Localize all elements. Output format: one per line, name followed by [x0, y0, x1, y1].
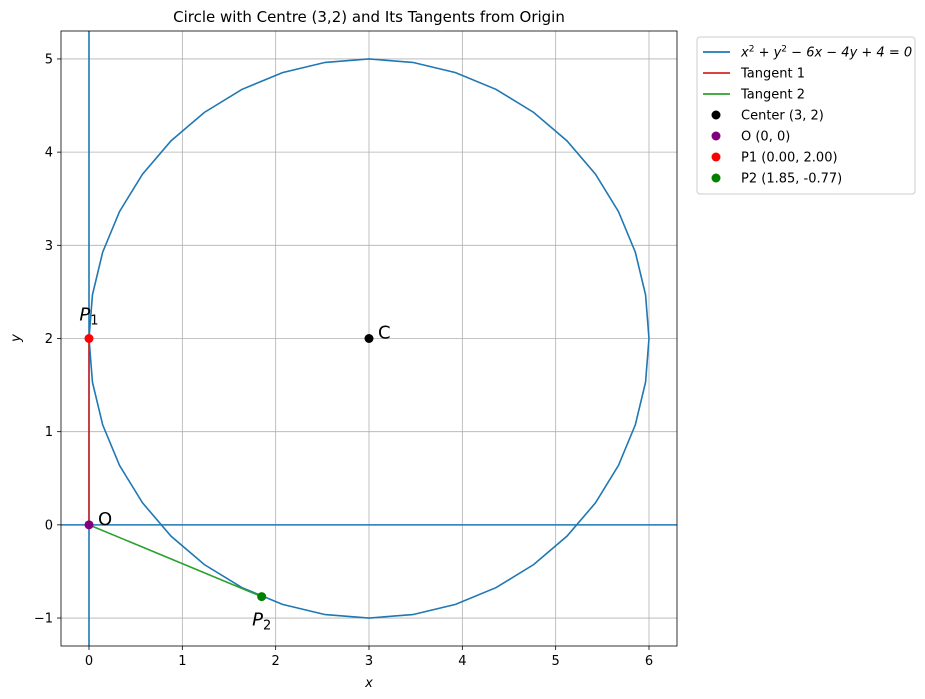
- legend-entry-label: Tangent 2: [740, 88, 805, 103]
- y-tick-label: 1: [45, 425, 53, 440]
- legend-entry-label: P2 (1.85, -0.77): [741, 172, 842, 187]
- x-axis-label: x: [364, 676, 373, 691]
- point-marker-4: [257, 592, 267, 602]
- y-axis-label: y: [9, 334, 24, 343]
- legend-entry-label: Tangent 1: [740, 67, 805, 82]
- annotation-3: P1: [79, 305, 98, 329]
- legend-swatch-marker: [711, 152, 721, 162]
- annotation-1: C: [378, 323, 391, 344]
- plot-area: 0 1 2 3 4 5 6 −1 0 1 2 3 4 5 C O P1 P2: [34, 30, 678, 669]
- legend-entry-label: x2 + y2 − 6x − 4y + 4 = 0: [740, 45, 912, 61]
- x-tick-label: 1: [178, 654, 186, 669]
- point-marker-3: [84, 334, 94, 343]
- y-tick-label: 0: [45, 518, 53, 533]
- annotation-4: P2: [252, 610, 271, 634]
- legend-entry-label: O (0, 0): [741, 130, 790, 145]
- legend-swatch-marker: [711, 110, 721, 120]
- y-tick-label: 4: [45, 146, 53, 161]
- annotation-2: O: [98, 509, 112, 530]
- y-tick-label: 2: [45, 332, 53, 347]
- x-tick-label: 3: [365, 654, 373, 669]
- y-tick-label: 3: [45, 239, 53, 254]
- legend-swatch-marker: [711, 131, 721, 141]
- plot-content: [61, 31, 677, 646]
- legend-entry-label: P1 (0.00, 2.00): [741, 151, 838, 166]
- x-tick-label: 6: [645, 654, 653, 669]
- x-tick-label: 0: [85, 654, 93, 669]
- legend-swatch-marker: [711, 173, 721, 183]
- chart-title: Circle with Centre (3,2) and Its Tangent…: [173, 8, 565, 26]
- legend: x2 + y2 − 6x − 4y + 4 = 0 Tangent 1 Tangen…: [696, 36, 916, 195]
- y-tick-label: 5: [45, 52, 53, 67]
- legend-box: [696, 36, 916, 195]
- point-marker-2: [84, 520, 94, 530]
- y-tick-label: −1: [34, 612, 53, 627]
- x-tick-label: 5: [552, 654, 560, 669]
- x-tick-label: 2: [272, 654, 280, 669]
- point-marker-1: [364, 334, 374, 343]
- x-tick-label: 4: [458, 654, 466, 669]
- series-line-2: [88, 524, 262, 598]
- legend-entry-label: Center (3, 2): [741, 109, 824, 124]
